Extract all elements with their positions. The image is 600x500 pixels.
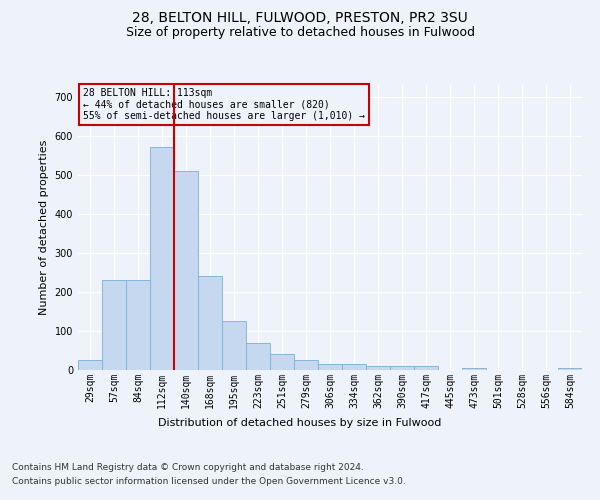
Bar <box>414 366 438 370</box>
Bar <box>174 171 198 370</box>
Bar <box>150 148 174 370</box>
Bar <box>78 360 102 370</box>
Bar <box>246 342 270 370</box>
Bar <box>222 321 246 370</box>
Text: Size of property relative to detached houses in Fulwood: Size of property relative to detached ho… <box>125 26 475 39</box>
Bar <box>558 368 582 370</box>
Y-axis label: Number of detached properties: Number of detached properties <box>39 140 49 315</box>
Text: 28 BELTON HILL: 113sqm
← 44% of detached houses are smaller (820)
55% of semi-de: 28 BELTON HILL: 113sqm ← 44% of detached… <box>83 88 365 121</box>
Bar <box>102 280 126 370</box>
Bar <box>390 366 414 370</box>
Bar <box>366 366 390 370</box>
Bar <box>342 364 366 370</box>
Bar <box>126 280 150 370</box>
Bar <box>270 354 294 370</box>
Bar <box>462 368 486 370</box>
Bar <box>294 360 318 370</box>
Bar <box>318 364 342 370</box>
Text: Distribution of detached houses by size in Fulwood: Distribution of detached houses by size … <box>158 418 442 428</box>
Text: Contains HM Land Registry data © Crown copyright and database right 2024.: Contains HM Land Registry data © Crown c… <box>12 463 364 472</box>
Bar <box>198 276 222 370</box>
Text: 28, BELTON HILL, FULWOOD, PRESTON, PR2 3SU: 28, BELTON HILL, FULWOOD, PRESTON, PR2 3… <box>132 10 468 24</box>
Text: Contains public sector information licensed under the Open Government Licence v3: Contains public sector information licen… <box>12 476 406 486</box>
